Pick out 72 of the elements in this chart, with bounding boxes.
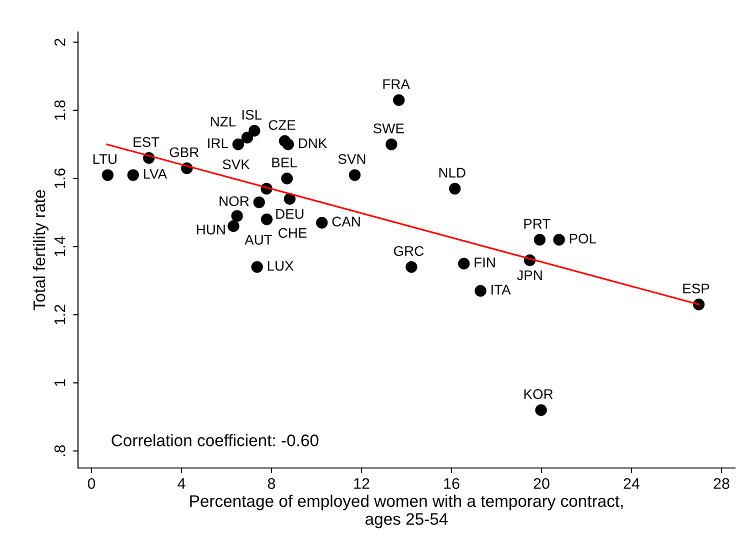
data-label: NOR xyxy=(220,196,249,206)
data-label: SVN xyxy=(338,154,366,164)
point xyxy=(248,124,260,137)
x-tick-label: 8 xyxy=(268,478,276,489)
point xyxy=(386,138,398,150)
data-label: HUN xyxy=(197,224,225,234)
data-label: SVK xyxy=(222,159,250,170)
y-tick-label: 1.6 xyxy=(54,168,66,188)
point xyxy=(534,234,546,246)
x-axis-title: Percentage of employed women with a temporary contract, ages 25-54 xyxy=(190,494,623,528)
data-label: ESP xyxy=(683,284,710,294)
y-tick-label: 1.8 xyxy=(54,100,66,120)
y-tick-label: .8 xyxy=(54,445,66,456)
data-label: AUT xyxy=(244,235,272,245)
point xyxy=(406,261,418,273)
x-tick-label: 20 xyxy=(534,478,550,489)
data-label: GRC xyxy=(394,246,424,256)
data-label: EST xyxy=(134,137,160,147)
point xyxy=(316,216,328,229)
data-label: BEL xyxy=(272,158,297,168)
data-label: ISL xyxy=(242,110,262,120)
x-tick-label: 12 xyxy=(354,478,370,489)
data-label: LTU xyxy=(93,154,116,164)
data-label: NLD xyxy=(439,168,466,178)
point xyxy=(284,193,296,205)
data-label: IRL xyxy=(208,138,228,148)
y-tick-label: 1.2 xyxy=(54,304,66,324)
y-tick-label: 1.4 xyxy=(54,236,66,256)
data-label: CAN xyxy=(332,216,360,226)
x-tick-label: 24 xyxy=(624,478,640,489)
data-label: JPN xyxy=(516,270,542,280)
y-tick-label: 1 xyxy=(54,379,66,386)
data-label: GBR xyxy=(170,147,199,158)
data-label: NZL xyxy=(210,116,236,126)
x-tick-label: 28 xyxy=(714,478,730,489)
point xyxy=(102,169,114,181)
x-tick-label: 0 xyxy=(88,478,96,489)
x-tick-label: 16 xyxy=(444,478,460,489)
point xyxy=(474,285,486,297)
y-tick-label: 2 xyxy=(54,38,66,46)
point xyxy=(251,261,263,273)
point xyxy=(449,182,461,195)
data-label: SWE xyxy=(373,123,404,134)
point xyxy=(282,138,294,150)
point xyxy=(228,220,240,232)
data-label: PRT xyxy=(524,219,550,229)
y-axis-title: Total fertility rate xyxy=(32,190,48,310)
data-label: POL xyxy=(570,234,596,244)
data-label: FIN xyxy=(474,258,495,268)
data-label: LUX xyxy=(268,261,294,271)
annotation: Correlation coefficient: -0.60 xyxy=(112,434,318,446)
data-label: KOR xyxy=(524,389,553,400)
data-label: LVA xyxy=(144,169,168,179)
data-label: DEU xyxy=(276,209,304,219)
point xyxy=(260,214,273,226)
point xyxy=(281,172,293,184)
point xyxy=(535,404,547,416)
x-tick-label: 4 xyxy=(178,478,186,489)
data-label: DNK xyxy=(299,138,328,148)
point xyxy=(232,138,244,150)
point xyxy=(348,169,361,181)
point xyxy=(241,132,254,144)
data-label: ITA xyxy=(492,284,511,294)
point xyxy=(231,210,243,222)
point xyxy=(253,196,265,208)
point xyxy=(127,169,139,181)
point xyxy=(553,234,565,246)
data-label: CHE xyxy=(278,228,307,238)
point xyxy=(458,258,470,270)
point xyxy=(393,94,405,106)
data-label: CZE xyxy=(268,120,296,130)
data-label: FRA xyxy=(383,79,410,89)
